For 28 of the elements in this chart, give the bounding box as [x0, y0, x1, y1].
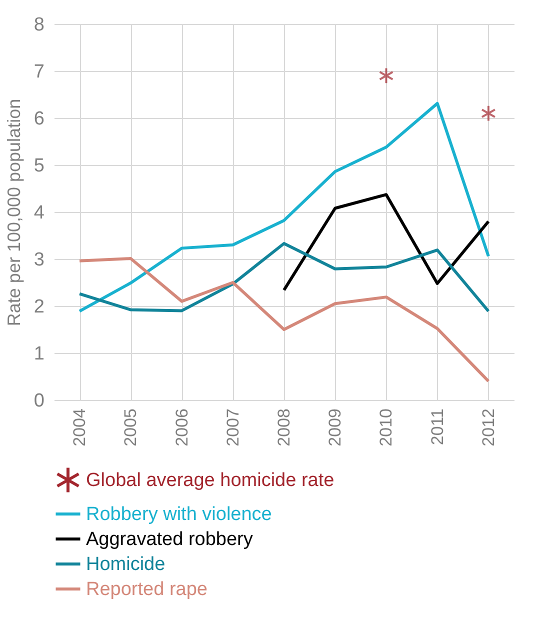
legend-label: Aggravated robbery [86, 529, 254, 550]
x-tick-label: 2007 [223, 408, 242, 446]
x-tick-label: 2005 [121, 408, 140, 446]
y-tick-label: 8 [34, 14, 44, 36]
x-tick-label: 2006 [172, 408, 192, 446]
x-tick-label: 2012 [478, 408, 498, 446]
y-tick-label: 2 [34, 296, 44, 318]
legend-label: Homicide [86, 554, 166, 575]
y-tick-label: 1 [34, 344, 44, 364]
x-tick-label: 2009 [326, 408, 345, 446]
y-tick-label: 4 [34, 202, 45, 224]
line-series [78, 242, 490, 313]
y-tick-label: 6 [34, 108, 44, 130]
legend-label: Robbery with violence [86, 504, 272, 525]
line-series [78, 102, 490, 313]
legend-label: Reported rape [86, 579, 208, 600]
y-tick-label: 7 [34, 62, 44, 82]
y-tick-label: 3 [34, 250, 44, 270]
line-series [78, 257, 490, 383]
y-tick-label: 5 [34, 156, 44, 176]
line-series [282, 193, 490, 292]
y-axis-title: Rate per 100,000 population [4, 98, 24, 326]
x-tick-label: 2011 [428, 408, 447, 446]
x-tick-label: 2008 [274, 408, 294, 446]
x-tick-label: 2004 [70, 408, 90, 446]
legend-label: Global average homicide rate [86, 470, 334, 491]
x-tick-label: 2010 [376, 408, 396, 446]
y-tick-label: 0 [34, 390, 44, 412]
